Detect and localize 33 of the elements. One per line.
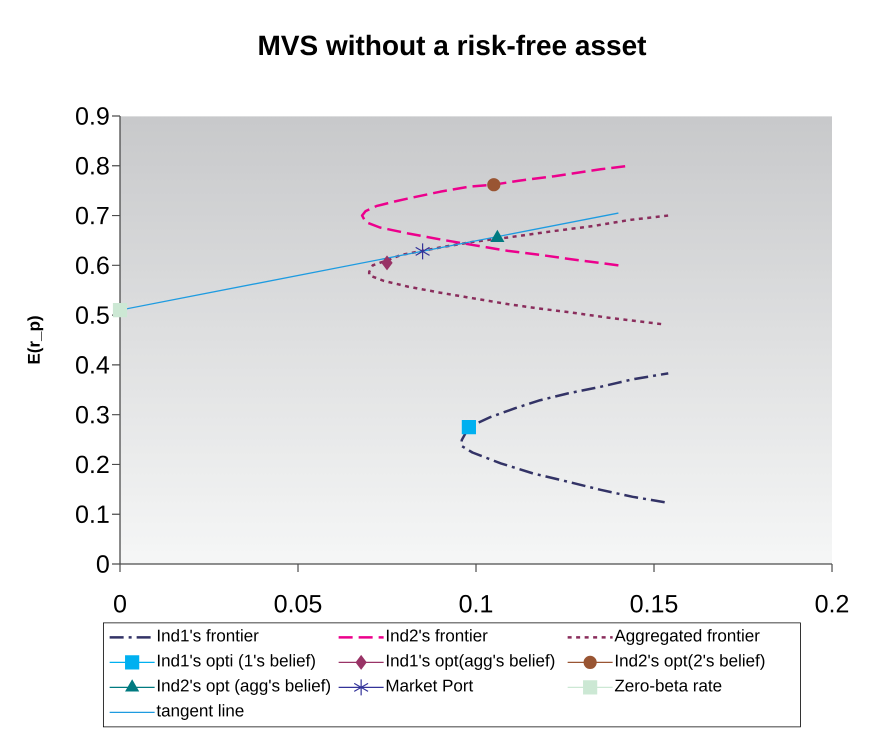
y-tick-label: 0.6 — [76, 256, 109, 274]
x-tick-label: 0.05 — [274, 594, 322, 613]
legend-label: Ind2's frontier — [386, 629, 488, 642]
legend-label: Zero-beta rate — [614, 679, 722, 692]
x-tick-label: 0.2 — [816, 594, 848, 613]
y-axis-title: E(r_p) — [27, 316, 44, 364]
y-tick-label: 0.2 — [76, 456, 109, 474]
y-tick-label: 0.8 — [76, 156, 109, 175]
point — [112, 303, 128, 318]
x-tick-label: 0.1 — [460, 594, 492, 613]
legend-label: Market Port — [386, 679, 474, 692]
line-series — [368, 214, 670, 326]
point — [382, 256, 392, 270]
point — [415, 242, 430, 260]
x-tick-label: 0 — [114, 594, 126, 613]
chart-title: MVS without a risk-free asset — [259, 34, 646, 56]
y-tick-label: 0.3 — [76, 406, 109, 424]
point — [462, 420, 476, 434]
legend-label: Ind1's opti (1's belief) — [158, 654, 315, 670]
point — [487, 178, 500, 192]
y-tick-label: 0.5 — [76, 306, 109, 324]
y-tick-label: 0.7 — [76, 206, 109, 224]
y-tick-label: 0.1 — [76, 505, 109, 524]
y-tick-label: 0.9 — [76, 107, 109, 125]
y-tick-label: 0.4 — [76, 356, 110, 374]
legend-label: Ind2's opt (agg's belief) — [158, 679, 330, 695]
legend-label: tangent line — [156, 704, 244, 720]
legend-label: Aggregated frontier — [614, 629, 760, 645]
legend-label: Ind2's opt(2's belief) — [616, 654, 764, 670]
legend-label: Ind1's opt(agg's belief) — [386, 654, 554, 670]
y-tick-label: 0 — [96, 555, 109, 573]
legend-label: Ind1's frontier — [158, 629, 259, 642]
x-tick-label: 0.15 — [630, 594, 678, 613]
